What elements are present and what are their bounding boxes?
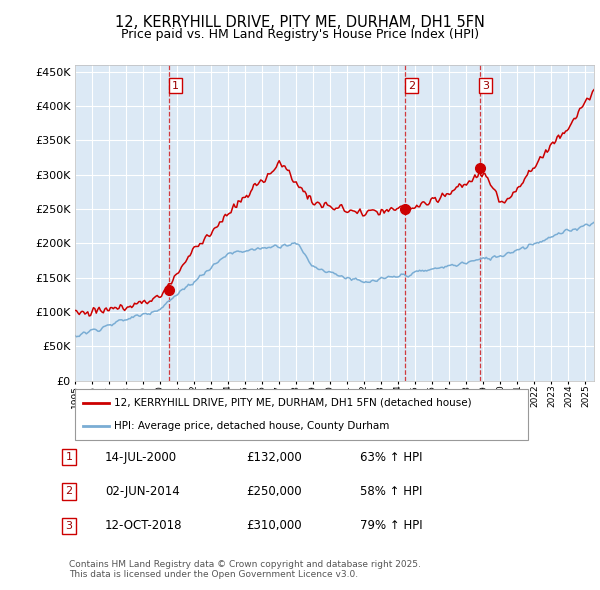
Text: 12-OCT-2018: 12-OCT-2018: [105, 519, 182, 532]
Text: 2: 2: [408, 81, 415, 91]
Text: 12, KERRYHILL DRIVE, PITY ME, DURHAM, DH1 5FN (detached house): 12, KERRYHILL DRIVE, PITY ME, DURHAM, DH…: [113, 398, 471, 408]
Text: 12, KERRYHILL DRIVE, PITY ME, DURHAM, DH1 5FN: 12, KERRYHILL DRIVE, PITY ME, DURHAM, DH…: [115, 15, 485, 30]
Text: 1: 1: [65, 453, 73, 462]
Text: 3: 3: [65, 521, 73, 530]
Text: 79% ↑ HPI: 79% ↑ HPI: [360, 519, 422, 532]
Text: 14-JUL-2000: 14-JUL-2000: [105, 451, 177, 464]
Text: 63% ↑ HPI: 63% ↑ HPI: [360, 451, 422, 464]
Text: HPI: Average price, detached house, County Durham: HPI: Average price, detached house, Coun…: [113, 421, 389, 431]
Text: 58% ↑ HPI: 58% ↑ HPI: [360, 485, 422, 498]
Text: £250,000: £250,000: [246, 485, 302, 498]
Text: 1: 1: [172, 81, 179, 91]
Text: Contains HM Land Registry data © Crown copyright and database right 2025.
This d: Contains HM Land Registry data © Crown c…: [69, 560, 421, 579]
Text: 02-JUN-2014: 02-JUN-2014: [105, 485, 180, 498]
Text: 3: 3: [482, 81, 489, 91]
Text: 2: 2: [65, 487, 73, 496]
FancyBboxPatch shape: [75, 389, 528, 440]
Text: Price paid vs. HM Land Registry's House Price Index (HPI): Price paid vs. HM Land Registry's House …: [121, 28, 479, 41]
Text: £310,000: £310,000: [246, 519, 302, 532]
Text: £132,000: £132,000: [246, 451, 302, 464]
